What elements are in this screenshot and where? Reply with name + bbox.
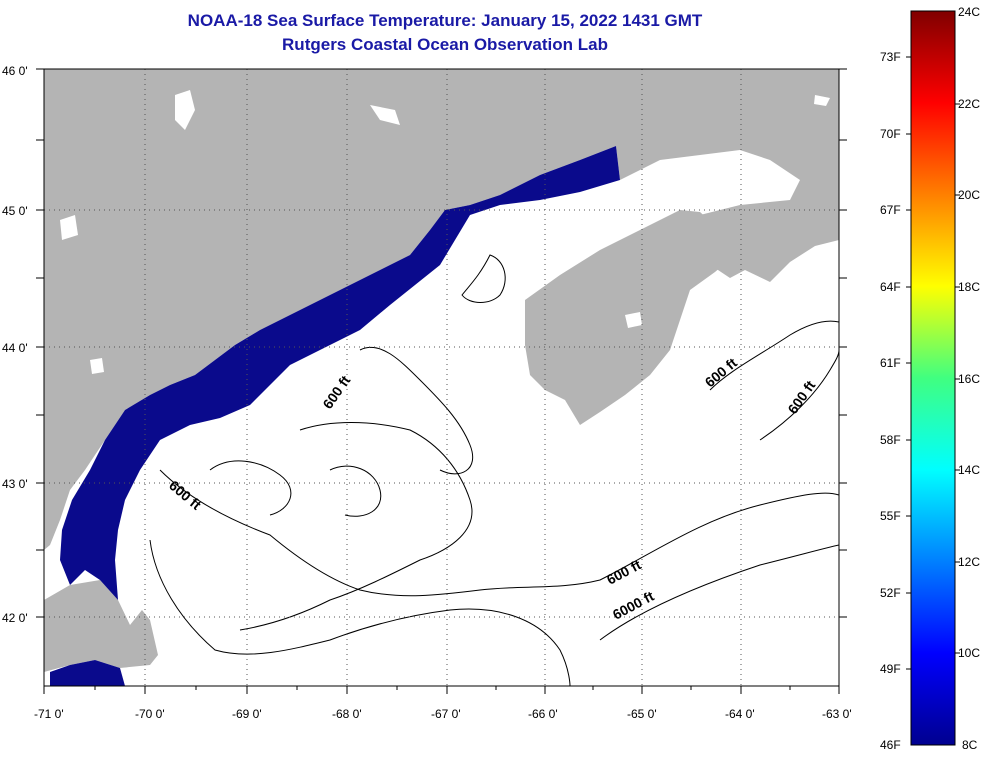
colorbar-f-label: 70F bbox=[880, 127, 901, 141]
axis-ticks bbox=[36, 68, 847, 694]
inland-lake bbox=[90, 358, 104, 374]
colorbar-ticks bbox=[906, 56, 960, 670]
lon-label: -64 0' bbox=[725, 707, 755, 721]
inland-lake bbox=[625, 312, 642, 328]
bay-of-fundy bbox=[500, 180, 700, 300]
lat-label: 45 0' bbox=[2, 204, 28, 218]
colorbar-f-label: 58F bbox=[880, 433, 901, 447]
bathymetry-contours bbox=[149, 254, 839, 686]
colorbar-c-label: 12C bbox=[958, 555, 980, 569]
map-title: NOAA-18 Sea Surface Temperature: January… bbox=[187, 11, 703, 30]
colorbar-gradient bbox=[910, 10, 956, 746]
lat-label: 46 0' bbox=[2, 64, 28, 78]
inland-lake bbox=[370, 105, 400, 125]
lon-label: -68 0' bbox=[332, 707, 362, 721]
lon-label: -67 0' bbox=[431, 707, 461, 721]
colorbar-c-label: 14C bbox=[958, 463, 980, 477]
inland-lake bbox=[175, 90, 195, 130]
lat-label: 44 0' bbox=[2, 341, 28, 355]
colorbar-f-label: 55F bbox=[880, 509, 901, 523]
lon-label: -69 0' bbox=[232, 707, 262, 721]
colorbar-f-label: 64F bbox=[880, 280, 901, 294]
colorbar-f-label: 61F bbox=[880, 356, 901, 370]
lon-label: -66 0' bbox=[528, 707, 558, 721]
lon-label: -65 0' bbox=[627, 707, 657, 721]
colorbar-c-label: 8C bbox=[962, 738, 978, 752]
colorbar-f-label: 67F bbox=[880, 203, 901, 217]
lat-label: 43 0' bbox=[2, 477, 28, 491]
lat-label: 42 0' bbox=[2, 611, 28, 625]
colorbar-f-label: 73F bbox=[880, 50, 901, 64]
colorbar-f-label: 46F bbox=[880, 738, 901, 752]
colorbar-c-label: 20C bbox=[958, 188, 980, 202]
land-cape-cod bbox=[44, 580, 158, 672]
colorbar-f-label: 49F bbox=[880, 662, 901, 676]
map-border bbox=[43, 68, 840, 687]
colorbar-c-label: 24C bbox=[958, 5, 980, 19]
colorbar-c-label: 10C bbox=[958, 646, 980, 660]
sst-coastal-band bbox=[60, 146, 620, 600]
land-new-england bbox=[44, 69, 839, 550]
colorbar-f-label: 52F bbox=[880, 586, 901, 600]
colorbar-c-label: 22C bbox=[958, 97, 980, 111]
inland-lake bbox=[60, 215, 78, 240]
colorbar-c-label: 18C bbox=[958, 280, 980, 294]
lon-label: -63 0' bbox=[822, 707, 852, 721]
map-subtitle: Rutgers Coastal Ocean Observation Lab bbox=[282, 35, 608, 54]
colorbar-c-label: 16C bbox=[958, 372, 980, 386]
sst-southern-patch bbox=[50, 660, 125, 686]
inland-lake bbox=[814, 95, 830, 106]
lon-label: -71 0' bbox=[34, 707, 64, 721]
lon-label: -70 0' bbox=[135, 707, 165, 721]
